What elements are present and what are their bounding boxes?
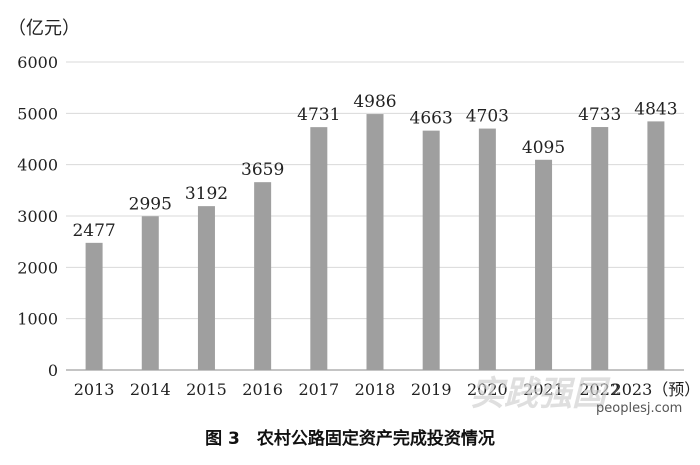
data-label: 4843 [634, 99, 677, 119]
bar [647, 121, 665, 370]
y-tick-label: 0 [48, 361, 58, 380]
data-labels: 2477 2995 3192 3659 4731 4986 4663 4703 4095 4733… [72, 92, 677, 241]
y-tick-label: 6000 [17, 53, 58, 72]
bar [254, 182, 272, 370]
y-tick-label: 2000 [17, 258, 58, 277]
data-label: 4703 [466, 107, 509, 127]
y-tick-label: 4000 [17, 156, 58, 175]
bar [366, 114, 384, 370]
bars [85, 114, 665, 370]
x-tick-label: 2018 [355, 380, 396, 399]
bar [310, 127, 328, 370]
x-axis-ticks: 2013 2014 2015 2016 2017 2018 2019 2020 2021 2022… [74, 380, 700, 399]
figure-caption: 图 3 农村公路固定资产完成投资情况 [205, 428, 495, 449]
x-tick-label: 2021 [523, 380, 564, 399]
x-tick-label: 2020 [467, 380, 508, 399]
data-label: 2995 [129, 194, 172, 214]
bar [141, 216, 159, 370]
data-label: 4095 [522, 138, 565, 158]
x-tick-label: 2022 [579, 380, 620, 399]
y-tick-label: 1000 [17, 310, 58, 329]
bar [591, 127, 609, 370]
x-tick-label: 2013 [74, 380, 115, 399]
x-tick-label: 2016 [242, 380, 283, 399]
bar [535, 159, 553, 370]
watermark-site: peoplesj.com [596, 401, 682, 416]
bar [197, 206, 215, 370]
y-axis-unit-label: （亿元） [8, 18, 80, 39]
bar [85, 242, 103, 370]
watermark-logo: 实践强国 [470, 374, 611, 414]
bar [478, 128, 496, 370]
data-label: 4731 [297, 105, 340, 125]
x-tick-label: 2014 [130, 380, 171, 399]
data-label: 4733 [578, 105, 621, 125]
data-label: 4663 [410, 109, 453, 129]
x-tick-label: 2017 [298, 380, 339, 399]
data-label: 2477 [72, 221, 115, 241]
x-tick-label: 2023（预） [612, 380, 700, 399]
data-label: 3192 [185, 184, 228, 204]
x-tick-label: 2019 [411, 380, 452, 399]
bar [422, 130, 440, 370]
y-axis-ticks: 0 1000 2000 3000 4000 5000 6000 [17, 53, 58, 380]
data-label: 4986 [353, 92, 396, 112]
x-tick-label: 2015 [186, 380, 227, 399]
y-tick-label: 5000 [17, 104, 58, 123]
y-tick-label: 3000 [17, 207, 58, 226]
data-label: 3659 [241, 160, 284, 180]
